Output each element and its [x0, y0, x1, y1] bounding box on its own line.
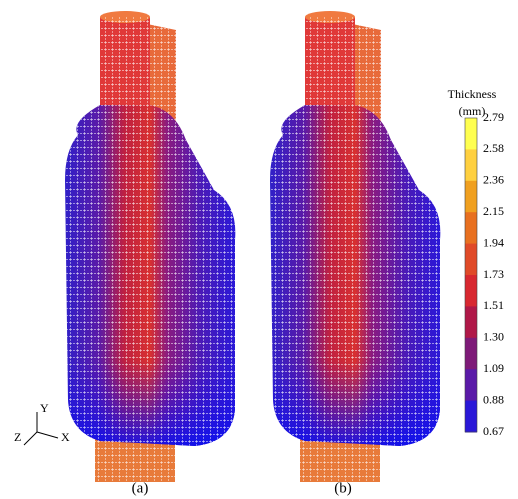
panel-label: (a)	[132, 480, 149, 496]
colorbar-label: 2.79	[483, 110, 504, 124]
colorbar: 2.79 2.58 2.36 2.15 1.94 1.73 1.51 1.30 1.09 0.88…	[464, 110, 504, 438]
colorbar-title: Thickness	[448, 87, 497, 101]
colorbar-segment	[465, 180, 477, 213]
colorbar-label: 0.88	[483, 392, 504, 406]
colorbar-label: 0.67	[483, 424, 504, 438]
colorbar-segment	[465, 369, 477, 402]
colorbar-label: 1.09	[483, 361, 504, 375]
colorbar-segment	[465, 212, 477, 245]
axis-label-y: Y	[40, 401, 49, 415]
colorbar-label: 1.51	[483, 298, 504, 312]
model-b	[270, 11, 441, 482]
colorbar-label: 1.30	[483, 330, 504, 344]
axis-triad	[23, 412, 59, 446]
colorbar-label: 1.94	[483, 235, 504, 249]
colorbar-label: 2.58	[483, 141, 504, 155]
colorbar-segment	[465, 337, 477, 370]
colorbar-segment	[465, 243, 477, 276]
colorbar-segment	[465, 118, 477, 150]
colorbar-label: 2.15	[483, 204, 504, 218]
colorbar-segment	[465, 149, 477, 182]
colorbar-unit: (mm)	[459, 104, 486, 118]
axis-label-x: X	[61, 430, 70, 444]
colorbar-segment	[465, 400, 477, 433]
colorbar-frame	[464, 117, 478, 433]
axis-label-z: Z	[14, 430, 21, 444]
model-a	[65, 11, 236, 482]
colorbar-segment	[465, 306, 477, 339]
colorbar-label: 2.36	[483, 173, 504, 187]
panel-label: (b)	[334, 480, 352, 496]
colorbar-segment	[465, 275, 477, 307]
colorbar-label: 1.73	[483, 267, 504, 281]
